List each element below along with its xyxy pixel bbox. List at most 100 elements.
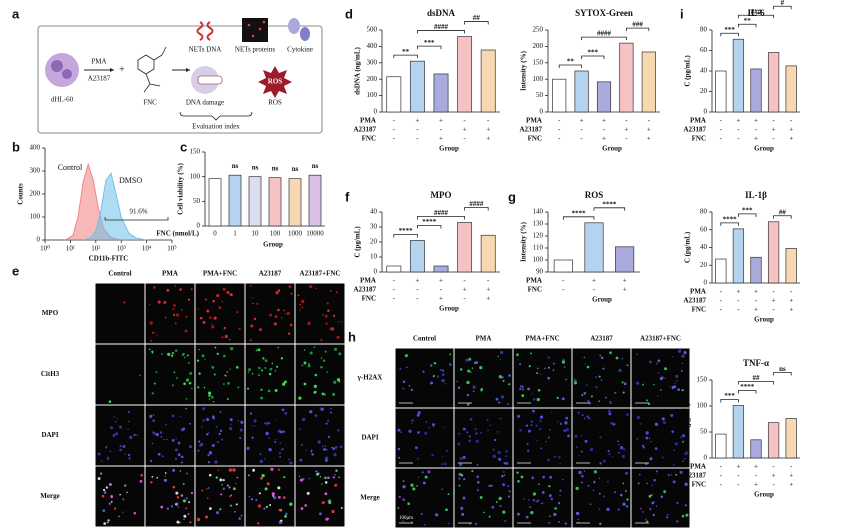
chart-title: IL-1β [745,190,767,200]
cell-dot [210,395,214,399]
cell-dot [519,429,522,432]
cell-dot [277,495,281,499]
cell-dot [324,445,327,447]
cell-dot [445,508,448,512]
cell-dot [655,362,658,365]
cell-dot [640,507,642,510]
cell-dot [211,444,215,448]
group-row-name: PMA [360,277,376,285]
cell-dot [161,353,163,355]
row-label: Merge [40,492,59,500]
significance-label: ** [567,58,575,66]
cell-dot [585,384,588,386]
cell-dot [97,477,101,481]
cell-dot [324,476,327,480]
cell-dot [598,477,601,480]
cell-dot [621,381,624,384]
cell-dot [203,386,206,389]
cell-dot [499,505,502,507]
cell-dot [172,307,175,310]
group-sign: - [790,463,793,471]
significance-label: ns [272,164,279,172]
cell-dot [550,497,554,501]
cell-dot [338,321,340,323]
significance-bracket [417,30,465,34]
cell-dot [411,422,413,425]
cell-dot [190,288,193,291]
cell-dot [207,454,210,457]
group-sign: - [720,297,723,305]
cell-dot [187,298,191,301]
x-tick-label: 10⁵ [167,245,177,253]
cell-dot [105,486,109,489]
group-sign: - [772,481,775,489]
significance-label: *** [724,26,735,34]
group-sign: - [772,117,775,125]
cell-dot [259,453,262,456]
cell-dot [333,453,337,457]
stimulus: A23187 [88,75,111,83]
cell-dot [462,496,466,500]
cell-dot [667,474,670,477]
cell-dot [466,393,470,397]
cell-dot [283,380,287,384]
panel-label: a [12,6,20,21]
cell-dot [467,369,471,373]
cell-dot [536,372,539,375]
cell-dot [102,488,106,492]
cell-dot [408,429,412,433]
row-label: DAPI [41,431,58,439]
cell-dot [187,513,190,515]
cell-dot [449,363,452,366]
group-sign: - [720,135,723,143]
cell-dot [260,388,263,391]
cell-dot [212,401,215,403]
significance-bracket [562,216,595,220]
y-tick-label: 0 [374,108,378,116]
cell-dot [517,512,520,516]
cell-dot [428,426,431,429]
cell-dot [649,360,652,364]
cell-dot [397,506,400,509]
cell-dot [498,375,502,379]
cell-dot [126,491,128,494]
drug-label: FNC [143,99,157,107]
cell-dot [491,505,495,509]
significance-bracket [773,215,792,219]
cell-dot [268,448,272,452]
cell-dot [430,381,433,385]
x-tick-label: 10¹ [66,245,75,253]
cell-dot [221,336,224,339]
cell-dot [618,444,620,446]
cell-dot [270,467,274,471]
cell-dot [466,431,469,434]
cell-dot [646,520,649,523]
cell-dot [299,458,303,462]
x-tick-label: 100 [270,230,281,238]
cell-dot [218,306,222,310]
micrograph [572,468,631,528]
cell-dot [197,449,200,452]
cell-dot [416,485,418,487]
cell-dot [458,477,461,480]
cell-dot [320,365,323,369]
cell-dot [320,357,323,360]
cell-dot [675,374,679,378]
cell-dot [183,518,185,521]
cell-dot [185,398,188,400]
cell-dot [329,327,333,331]
cell-dot [301,306,304,309]
bar [386,76,402,113]
group-sign: - [737,306,740,314]
cell-dot [252,468,255,472]
y-tick-label: 20 [370,238,378,246]
cell-dot [129,435,133,440]
cell-dot [406,366,408,369]
cell-dot [198,372,201,375]
cell-dot [171,351,175,355]
group-sign: + [736,288,740,296]
cell-dot [176,495,180,499]
column-label: A23187+FNC [640,335,681,343]
cell-dot [202,419,205,422]
cell-dot [578,454,580,457]
